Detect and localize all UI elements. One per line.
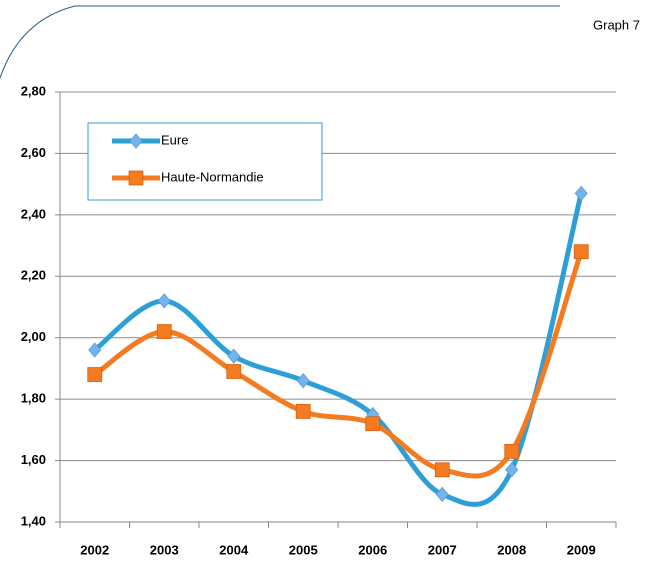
legend-label: Eure xyxy=(161,132,188,147)
marker xyxy=(295,404,311,419)
legend-box xyxy=(87,122,323,201)
marker xyxy=(573,244,589,260)
marker xyxy=(505,462,519,478)
marker xyxy=(434,462,450,478)
x-tick-label: 2009 xyxy=(567,542,596,557)
marker xyxy=(504,443,520,459)
marker xyxy=(435,486,449,502)
x-tick-label: 2007 xyxy=(428,542,457,557)
y-tick-label: 2,00 xyxy=(21,329,46,344)
y-tick-label: 1,60 xyxy=(21,452,46,467)
marker xyxy=(157,293,171,309)
x-tick-label: 2006 xyxy=(358,542,387,557)
marker xyxy=(87,367,103,382)
y-tick-label: 2,20 xyxy=(21,268,46,283)
y-tick-label: 1,80 xyxy=(21,391,46,406)
marker xyxy=(129,133,143,149)
marker xyxy=(574,185,588,201)
x-tick-label: 2002 xyxy=(80,542,109,557)
y-tick-label: 1,40 xyxy=(21,513,46,528)
x-tick-label: 2003 xyxy=(150,542,179,557)
decoration xyxy=(0,5,560,79)
y-tick-label: 2,60 xyxy=(21,145,46,160)
marker xyxy=(156,324,172,339)
marker xyxy=(227,348,241,364)
y-tick-label: 2,80 xyxy=(21,83,46,98)
marker xyxy=(365,416,381,432)
y-tick-label: 2,40 xyxy=(21,206,46,221)
x-tick-label: 2005 xyxy=(289,542,318,557)
legend-label: Haute-Normandie xyxy=(161,169,264,184)
marker xyxy=(128,170,144,186)
series-line xyxy=(93,250,584,479)
marker xyxy=(296,373,310,389)
x-tick-label: 2004 xyxy=(219,542,249,557)
marker xyxy=(88,342,102,358)
marker xyxy=(226,364,242,379)
chart-subtitle: Graph 7 xyxy=(593,17,640,32)
x-tick-label: 2008 xyxy=(497,542,526,557)
